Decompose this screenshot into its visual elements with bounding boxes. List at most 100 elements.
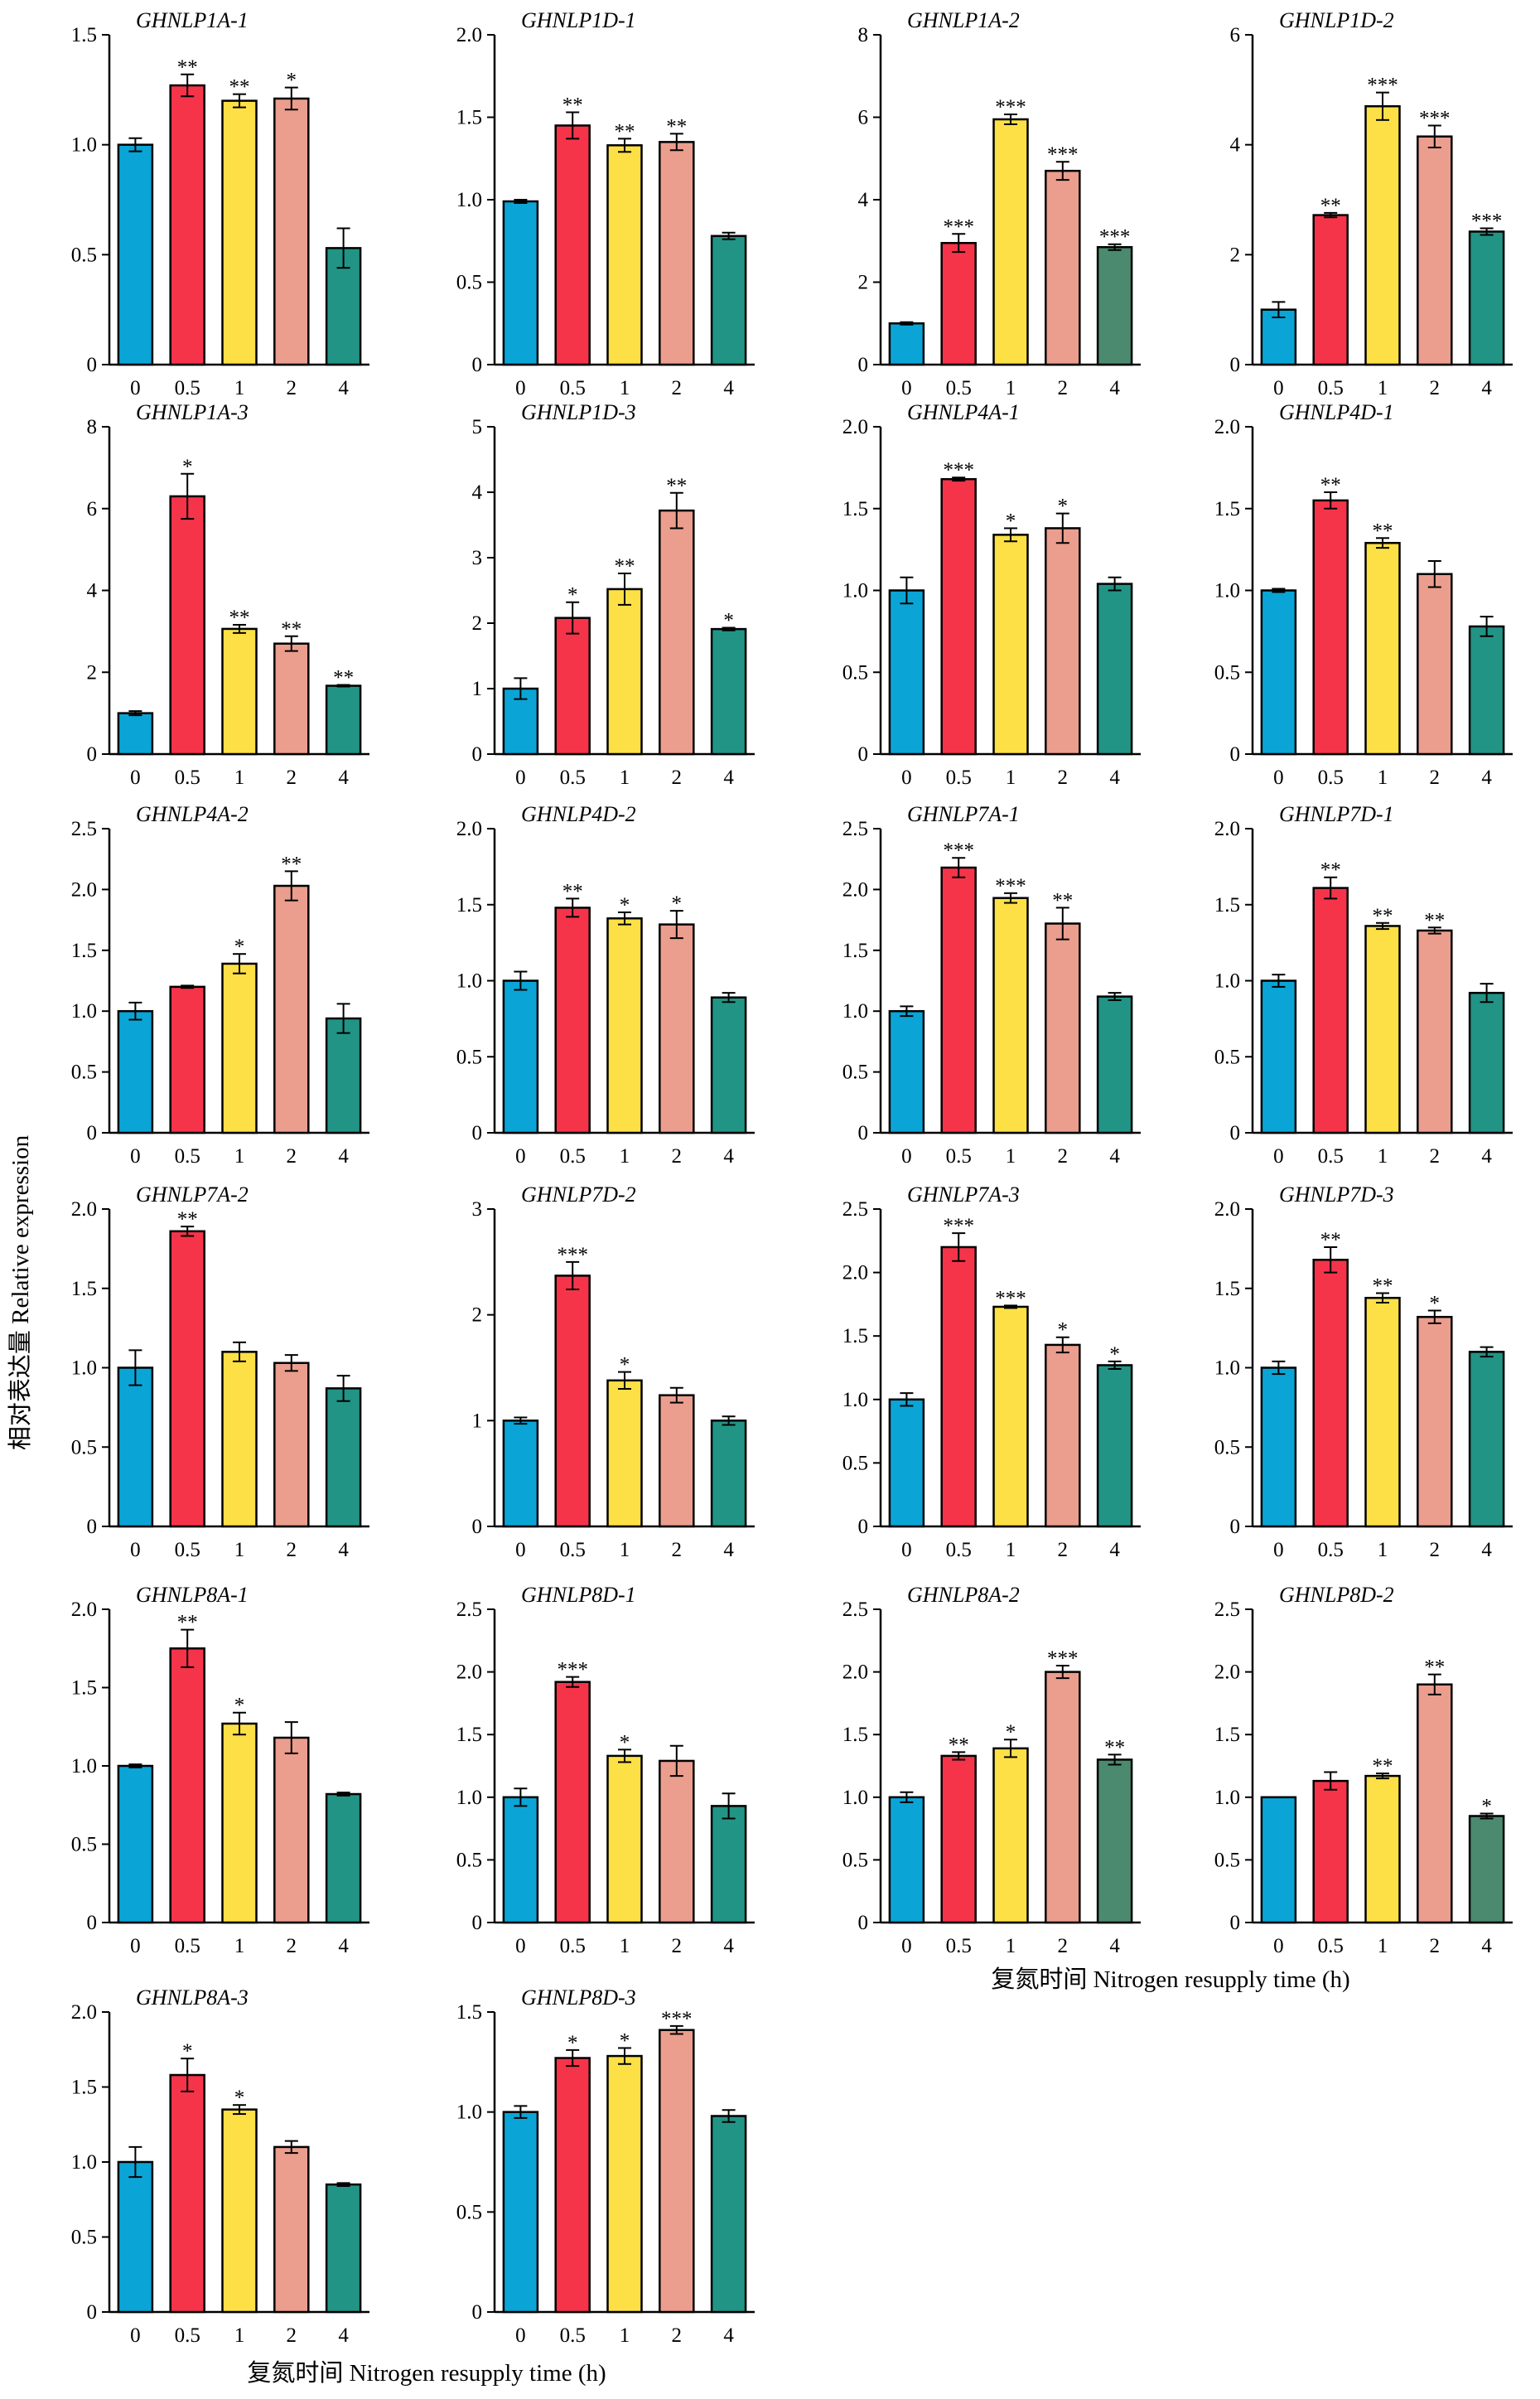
- bar: [117, 1009, 154, 1134]
- bar: [1260, 1366, 1297, 1528]
- x-tick-label: 2: [1058, 1935, 1069, 1957]
- y-tick-label: 1.5: [1214, 1278, 1240, 1300]
- significance-label: *: [182, 2040, 193, 2063]
- bar: [169, 84, 205, 366]
- significance-label: **: [229, 607, 250, 629]
- x-tick-label: 2: [672, 377, 683, 399]
- bar: [888, 589, 925, 756]
- x-tick-label: 0: [130, 1935, 141, 1957]
- y-tick-label: 0.5: [1214, 661, 1240, 684]
- y-tick-label: 1.0: [456, 1787, 482, 1809]
- chart-title: GHNLP1A-2: [907, 8, 1020, 32]
- bar: [117, 2160, 154, 2314]
- y-tick-label: 6: [1230, 24, 1241, 46]
- y-tick-label: 1.0: [456, 2102, 482, 2124]
- x-tick-label: 4: [1481, 1935, 1492, 1957]
- y-tick-label: 2.5: [842, 1599, 868, 1621]
- x-tick-label: 4: [338, 767, 349, 789]
- x-tick-label: 4: [338, 377, 349, 399]
- bar: [1468, 1815, 1505, 1924]
- x-tick-label: 2: [672, 2324, 683, 2347]
- bar: [1096, 1364, 1133, 1528]
- x-tick-label: 0: [515, 2324, 526, 2347]
- x-tick-label: 0: [901, 377, 912, 399]
- significance-label: *: [1109, 1343, 1120, 1366]
- significance-label: *: [620, 1731, 630, 1753]
- x-tick-label: 1: [1378, 377, 1388, 399]
- bar: [221, 627, 258, 756]
- significance-label: *: [234, 2087, 245, 2109]
- y-tick-label: 1.5: [1214, 894, 1240, 917]
- significance-label: *: [1006, 1721, 1016, 1744]
- x-tick-label: 0: [1273, 377, 1284, 399]
- bar: [1364, 925, 1401, 1134]
- bar: [940, 866, 977, 1134]
- bar: [1417, 573, 1453, 756]
- y-tick-label: 1.0: [842, 580, 868, 602]
- x-tick-label: 4: [1481, 377, 1492, 399]
- significance-label: **: [281, 853, 302, 875]
- y-tick-label: 0.5: [71, 1062, 97, 1084]
- x-tick-label: 0.5: [946, 1539, 972, 1561]
- bar: [273, 2145, 310, 2314]
- bar: [1096, 245, 1133, 366]
- x-tick-label: 1: [234, 1539, 245, 1561]
- x-tick-label: 0.5: [175, 2324, 200, 2347]
- x-tick-label: 4: [723, 377, 734, 399]
- bar: [221, 962, 258, 1134]
- bar: [325, 1017, 362, 1134]
- y-tick-label: 0.5: [842, 661, 868, 684]
- y-tick-label: 2.0: [842, 878, 868, 901]
- y-tick-label: 2: [472, 1304, 483, 1327]
- bar: [659, 1759, 695, 1924]
- bar: [1045, 1671, 1081, 1924]
- y-tick-label: 1.0: [71, 1000, 97, 1023]
- y-tick-label: 0: [87, 354, 98, 376]
- chart-title: GHNLP4A-2: [136, 802, 249, 826]
- chart-title: GHNLP8A-1: [136, 1583, 249, 1607]
- bar: [273, 642, 310, 756]
- y-tick-label: 2.0: [456, 1661, 482, 1684]
- x-tick-label: 0: [130, 2324, 141, 2347]
- bar: [554, 1681, 591, 1924]
- x-tick-label: 0: [515, 1145, 526, 1168]
- y-tick-label: 0: [472, 2301, 483, 2324]
- bar: [1364, 1296, 1401, 1528]
- significance-label: *: [287, 70, 297, 92]
- y-tick-label: 2.0: [71, 2001, 97, 2024]
- y-tick-label: 2: [1230, 244, 1241, 266]
- bar: [1312, 499, 1349, 756]
- x-tick-label: 0: [130, 1539, 141, 1561]
- x-tick-label: 1: [1006, 767, 1016, 789]
- bar: [606, 2054, 643, 2314]
- x-tick-label: 0: [901, 1539, 912, 1561]
- y-tick-label: 0.5: [456, 1046, 482, 1068]
- y-tick-label: 2: [472, 612, 483, 635]
- bar: [273, 1362, 310, 1528]
- y-tick-label: 0: [858, 354, 869, 376]
- y-tick-label: 0: [472, 1122, 483, 1144]
- significance-label: ***: [943, 839, 974, 862]
- y-tick-label: 0: [1230, 354, 1241, 376]
- bar: [710, 1805, 747, 1924]
- x-tick-label: 0: [515, 767, 526, 789]
- x-tick-label: 0: [515, 1539, 526, 1561]
- significance-label: ***: [943, 1215, 974, 1237]
- bar: [606, 917, 643, 1134]
- y-tick-label: 1.0: [71, 1357, 97, 1380]
- y-tick-label: 1.5: [71, 24, 97, 46]
- x-tick-label: 2: [1430, 377, 1441, 399]
- x-tick-label: 1: [620, 767, 630, 789]
- x-tick-label: 4: [1109, 767, 1120, 789]
- y-tick-label: 0.5: [842, 1452, 868, 1474]
- bar: [659, 2029, 695, 2314]
- significance-label: **: [1424, 909, 1445, 931]
- bar: [1045, 527, 1081, 756]
- y-tick-label: 4: [858, 189, 869, 211]
- y-tick-label: 1.0: [842, 1000, 868, 1023]
- x-tick-label: 4: [723, 1935, 734, 1957]
- x-tick-label: 0.5: [1318, 1935, 1344, 1957]
- x-tick-label: 0.5: [946, 1935, 972, 1957]
- chart-title: GHNLP1A-3: [136, 400, 249, 424]
- x-tick-label: 1: [620, 377, 630, 399]
